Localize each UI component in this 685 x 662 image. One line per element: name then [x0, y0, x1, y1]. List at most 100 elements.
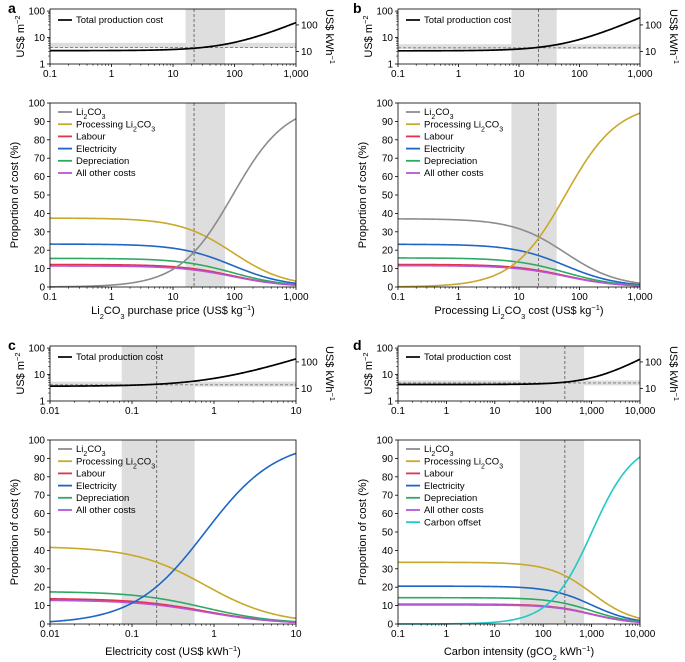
legend-label: Electricity [76, 481, 117, 492]
y-tick-label: 90 [382, 454, 394, 465]
series-processing [50, 217, 297, 282]
y-tick-label: 20 [382, 583, 394, 594]
legend-label: All other costs [424, 505, 484, 516]
x-tick-label: 1 [109, 69, 115, 80]
series-li2co3 [398, 604, 641, 624]
series-depreciation [398, 596, 641, 623]
x-tick-label: 0.1 [125, 406, 139, 417]
top-right-axis-label: US$ kWh−1 [667, 346, 682, 401]
y-tick-label: 50 [34, 528, 46, 539]
y-tick-label: 10 [34, 264, 46, 275]
y-tick-label: 60 [34, 509, 46, 520]
x-axis-label: Li2CO3 purchase price (US$ kg−1) [91, 303, 255, 321]
series-processing [398, 561, 641, 620]
sensitivity-band [185, 9, 225, 64]
y-tick-label: 100 [28, 99, 45, 110]
y-tick-label: 40 [34, 546, 46, 557]
bottom-axes-frame [49, 102, 297, 288]
legend-label: Li2CO3 [424, 444, 454, 458]
y-tick-label: 40 [34, 209, 46, 220]
x-tick-label: 1 [211, 629, 217, 640]
top-right-axis-label: US$ kWh−1 [667, 9, 682, 64]
y-tick-label: 70 [34, 491, 46, 502]
x-tick-label: 1,000 [627, 69, 652, 80]
x-tick-label: 10 [513, 69, 525, 80]
legend-label: Depreciation [424, 156, 477, 167]
sensitivity-band [519, 346, 585, 401]
series-electricity [398, 585, 641, 622]
x-tick-label: 0.01 [40, 629, 60, 640]
legend-label: All other costs [76, 505, 136, 516]
legend-label: Electricity [424, 481, 465, 492]
y-tick-label: 10 [34, 601, 46, 612]
x-tick-label: 0.1 [125, 629, 139, 640]
x-tick-label: 10 [489, 406, 501, 417]
total-cost-line [398, 358, 641, 386]
y-tick-label: 30 [34, 227, 46, 238]
x-tick-label: 100 [535, 406, 552, 417]
series-other [49, 599, 297, 624]
top-axes-frame [397, 345, 641, 402]
share-subplot: 0 10 20 30 40 50 60 70 80 90 100 0.1 1 10 100 1,000 Prop… [9, 99, 309, 321]
y-tick-label: 100 [376, 344, 393, 355]
series-depreciation [398, 257, 641, 287]
y-tick-label: 10 [34, 370, 46, 381]
reference-cost-band [398, 44, 640, 49]
y-tick-label: 30 [382, 564, 394, 575]
x-tick-label: 0.1 [391, 69, 405, 80]
y-tick-label: 20 [34, 246, 46, 257]
y-tick-label: 100 [28, 344, 45, 355]
reference-cost-band [50, 381, 296, 387]
y-tick-label: 80 [382, 472, 394, 483]
panel-letter: b [353, 0, 362, 16]
x-tick-label: 10,000 [625, 406, 656, 417]
sensitivity-band [185, 103, 225, 287]
right-tick-label: 100 [301, 357, 318, 368]
right-tick-label: 10 [301, 47, 313, 58]
total-cost-line [49, 21, 297, 52]
legend-label: Processing Li2CO3 [424, 456, 503, 470]
right-tick-label: 100 [645, 357, 662, 368]
legend-label: Li2CO3 [76, 107, 106, 121]
x-tick-label: 1,000 [579, 629, 604, 640]
y-tick-label: 20 [382, 246, 394, 257]
y-tick-label: 70 [34, 154, 46, 165]
top-right-axis-label: US$ kWh−1 [323, 9, 338, 64]
cost-subplot: 1 10 100 10 100 0.01 0.1 1 10 US$ m−2 US$ kWh−1 Tot… [13, 344, 338, 417]
legend-label: Processing Li2CO3 [76, 456, 155, 470]
y-tick-label: 10 [382, 33, 394, 44]
y-tick-label: 70 [382, 491, 394, 502]
x-axis-label: Processing Li2CO3 cost (US$ kg−1) [434, 303, 603, 321]
sensitivity-band [519, 440, 585, 624]
x-tick-label: 0.1 [43, 69, 57, 80]
x-tick-label: 1,000 [283, 69, 308, 80]
y-tick-label: 0 [387, 620, 393, 631]
top-y-axis-label: US$ m−2 [361, 15, 376, 57]
bottom-y-axis-label: Proportion of cost (%) [357, 142, 369, 248]
series-li2co3 [50, 118, 297, 288]
total-cost-line [398, 16, 641, 52]
right-tick-label: 10 [645, 47, 657, 58]
x-tick-label: 100 [571, 69, 588, 80]
y-tick-label: 30 [382, 227, 394, 238]
share-subplot: 0 10 20 30 40 50 60 70 80 90 100 0.01 0.1 1 10 Proporti… [9, 436, 302, 659]
x-axis-label: Electricity cost (US$ kWh−1) [105, 644, 241, 659]
x-tick-label: 10,000 [625, 629, 656, 640]
y-tick-label: 50 [382, 528, 394, 539]
series-other [398, 264, 641, 287]
y-tick-label: 0 [387, 283, 393, 294]
right-tick-label: 100 [645, 20, 662, 31]
y-tick-label: 80 [34, 472, 46, 483]
series-depreciation [49, 591, 297, 623]
legend-label: Processing Li2CO3 [424, 119, 503, 132]
x-tick-label: 1 [211, 406, 217, 417]
y-tick-label: 1 [387, 397, 393, 408]
panel-letter: a [8, 0, 16, 16]
y-tick-label: 100 [28, 7, 45, 18]
legend-label-total: Total production cost [76, 352, 163, 363]
